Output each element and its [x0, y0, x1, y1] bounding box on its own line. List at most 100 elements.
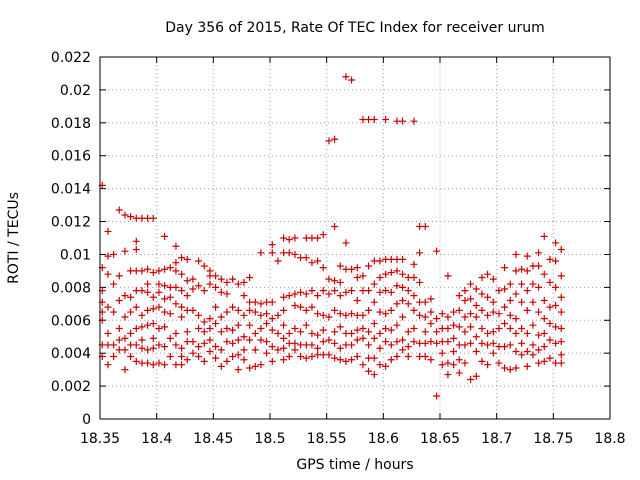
data-point-marker — [433, 315, 441, 323]
y-tick-label: 0.022 — [51, 50, 91, 66]
y-tick-label: 0.018 — [51, 116, 91, 132]
data-point-marker — [280, 293, 288, 301]
data-point-marker — [404, 352, 412, 360]
data-point-marker — [183, 356, 191, 364]
data-point-marker — [387, 306, 395, 314]
data-point-marker — [557, 272, 565, 280]
data-point-marker — [314, 344, 322, 352]
data-point-marker — [308, 341, 316, 349]
data-point-marker — [285, 249, 293, 257]
data-point-marker — [540, 357, 548, 365]
data-point-marker — [523, 348, 531, 356]
data-point-marker — [393, 338, 401, 346]
data-point-marker — [240, 333, 248, 341]
data-point-marker — [251, 298, 259, 306]
data-point-marker — [376, 329, 384, 337]
data-point-marker — [274, 257, 282, 265]
data-point-marker — [421, 328, 429, 336]
data-point-marker — [348, 76, 356, 84]
data-point-marker — [455, 306, 463, 314]
data-point-marker — [121, 334, 129, 342]
data-point-marker — [110, 308, 118, 316]
data-point-marker — [138, 336, 146, 344]
data-point-marker — [365, 287, 373, 295]
data-point-marker — [263, 349, 271, 357]
data-point-marker — [195, 311, 203, 319]
data-point-marker — [546, 303, 554, 311]
data-point-marker — [297, 328, 305, 336]
data-point-marker — [121, 292, 129, 300]
grid-lines — [100, 57, 610, 419]
data-point-marker — [240, 346, 248, 354]
data-point-marker — [444, 371, 452, 379]
data-point-marker — [370, 334, 378, 342]
data-point-marker — [257, 336, 265, 344]
data-point-marker — [557, 351, 565, 359]
data-point-marker — [495, 287, 503, 295]
data-point-marker — [229, 339, 237, 347]
data-point-marker — [229, 326, 237, 334]
data-point-marker — [217, 313, 225, 321]
data-point-marker — [404, 343, 412, 351]
data-point-marker — [472, 313, 480, 321]
data-point-marker — [478, 306, 486, 314]
data-point-marker — [229, 352, 237, 360]
data-point-marker — [149, 320, 157, 328]
data-point-marker — [478, 325, 486, 332]
data-point-marker — [342, 288, 350, 296]
data-point-marker — [501, 364, 509, 372]
data-point-marker — [166, 293, 174, 301]
data-point-marker — [110, 341, 118, 349]
data-point-marker — [178, 361, 186, 369]
data-point-marker — [331, 222, 339, 230]
data-point-marker — [518, 265, 526, 273]
data-point-marker — [433, 339, 441, 347]
y-tick-label: 0.004 — [51, 346, 91, 362]
data-point-marker — [467, 323, 475, 331]
data-point-marker — [314, 234, 322, 242]
data-point-marker — [314, 331, 322, 339]
data-point-marker — [308, 303, 316, 311]
data-point-marker — [523, 287, 531, 295]
data-point-marker — [450, 361, 458, 369]
data-point-marker — [291, 250, 299, 258]
data-point-marker — [280, 306, 288, 314]
data-point-marker — [501, 285, 509, 293]
data-point-marker — [251, 346, 259, 354]
data-point-marker — [155, 359, 163, 367]
x-tick-label: 18.5 — [254, 431, 285, 447]
data-point-marker — [206, 336, 214, 344]
data-point-marker — [161, 308, 169, 316]
data-point-marker — [342, 73, 350, 81]
data-point-marker — [206, 348, 214, 356]
data-point-marker — [246, 364, 254, 372]
data-point-marker — [223, 357, 231, 365]
data-point-marker — [331, 306, 339, 314]
data-point-marker — [234, 321, 242, 329]
data-point-marker — [149, 344, 157, 352]
data-point-marker — [444, 359, 452, 367]
data-point-marker — [240, 356, 248, 364]
data-point-marker — [552, 323, 560, 331]
data-point-marker — [325, 290, 333, 298]
data-point-marker — [285, 292, 293, 300]
data-point-marker — [268, 357, 276, 365]
data-point-marker — [382, 287, 390, 295]
data-point-marker — [121, 366, 129, 374]
data-point-marker — [115, 297, 123, 305]
data-point-marker — [319, 338, 327, 346]
data-point-marker — [382, 325, 390, 332]
data-point-marker — [172, 283, 180, 291]
data-point-marker — [376, 361, 384, 369]
data-point-marker — [416, 249, 424, 257]
data-point-marker — [433, 247, 441, 255]
data-point-marker — [365, 367, 373, 375]
data-point-marker — [478, 339, 486, 347]
data-point-marker — [234, 351, 242, 359]
data-point-marker — [223, 278, 231, 286]
data-point-marker — [263, 310, 271, 318]
data-point-marker — [399, 270, 407, 278]
data-point-marker — [291, 325, 299, 332]
x-tick-label: 18.35 — [80, 431, 120, 447]
data-point-marker — [461, 313, 469, 321]
